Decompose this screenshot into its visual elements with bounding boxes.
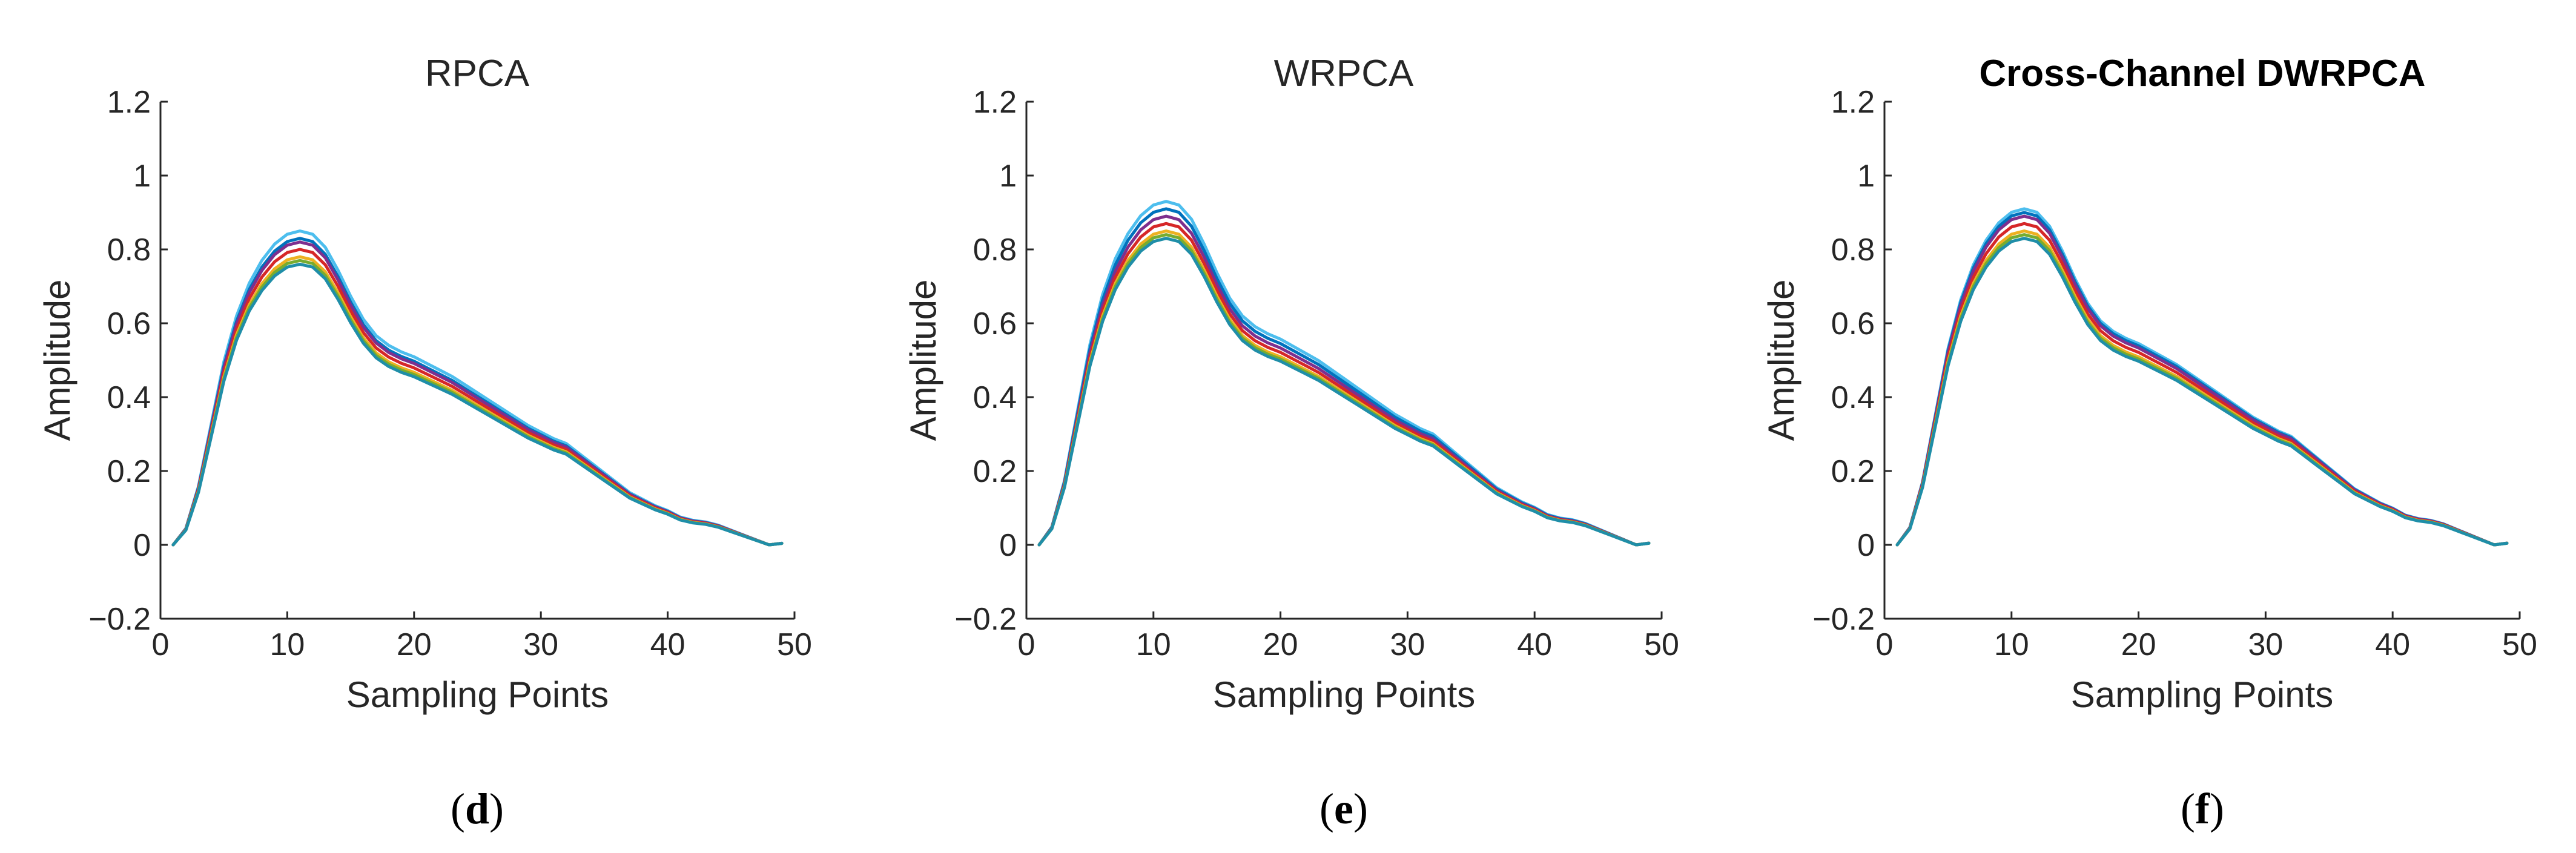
panel-caption: (f): [2181, 785, 2224, 833]
y-tick-label: −0.2: [954, 602, 1017, 637]
y-tick-label: 0.8: [1831, 232, 1875, 268]
series-line-light-blue: [1037, 200, 1651, 547]
y-tick-label: 0.6: [107, 306, 151, 341]
y-tick-label: 1.2: [973, 85, 1017, 120]
y-tick-label: 0: [999, 528, 1017, 563]
x-tick-label: 50: [777, 627, 812, 662]
x-tick-label: 40: [1517, 627, 1552, 662]
y-tick-label: 0.2: [973, 454, 1017, 489]
x-tick-label: 20: [2121, 627, 2156, 662]
y-axis-label: Amplitude: [903, 280, 943, 441]
chart-title: WRPCA: [1274, 53, 1414, 94]
chart-title: Cross-Channel DWRPCA: [1979, 53, 2425, 94]
chart-panel-e: WRPCA−0.200.20.40.60.811.20 10 20 30 40 50Sam…: [903, 53, 1679, 833]
y-tick-label: −0.2: [88, 602, 151, 637]
x-tick-label: 30: [2248, 627, 2283, 662]
x-tick-label: 0: [1018, 627, 1035, 662]
y-tick-label: 1.2: [107, 85, 151, 120]
x-axis-label: Sampling Points: [1213, 674, 1476, 715]
y-tick-label: 0.6: [973, 306, 1017, 341]
y-axis-label: Amplitude: [37, 280, 78, 441]
y-tick-label: 0.8: [107, 232, 151, 268]
x-tick-label: 30: [1390, 627, 1425, 662]
y-axis-label: Amplitude: [1761, 280, 1802, 441]
panel-caption-letter: d: [465, 785, 489, 833]
y-tick-label: 0: [1857, 528, 1875, 563]
y-tick-label: −0.2: [1812, 602, 1875, 637]
y-tick-label: 0.4: [973, 380, 1017, 415]
chart-panel-f: Cross-Channel DWRPCA−0.200.20.40.60.811.…: [1761, 53, 2537, 833]
x-axis-label: Sampling Points: [2071, 674, 2334, 715]
y-tick-label: 1: [1857, 159, 1875, 194]
series-line-teal: [171, 262, 784, 547]
x-tick-label: 30: [523, 627, 558, 662]
x-tick-label: 10: [1994, 627, 2029, 662]
series-line-light-blue: [171, 229, 784, 547]
y-tick-label: 0.2: [107, 454, 151, 489]
y-tick-label: 0.6: [1831, 306, 1875, 341]
y-tick-label: 0.4: [107, 380, 151, 415]
x-tick-label: 20: [1263, 627, 1298, 662]
y-tick-label: 0: [133, 528, 151, 563]
panel-caption: (e): [1319, 785, 1368, 833]
x-tick-label: 10: [1136, 627, 1171, 662]
y-tick-label: 0.4: [1831, 380, 1875, 415]
y-tick-label: 0.2: [1831, 454, 1875, 489]
chart-panel-d: RPCA−0.200.20.40.60.811.20 10 20 30 40 50Samp…: [37, 53, 812, 833]
y-tick-label: 0.8: [973, 232, 1017, 268]
panel-caption-letter: e: [1334, 785, 1353, 833]
y-tick-label: 1: [133, 159, 151, 194]
panel-caption-letter: f: [2195, 785, 2210, 833]
x-tick-label: 40: [2375, 627, 2410, 662]
panel-caption: (d): [451, 785, 504, 833]
chart-title: RPCA: [425, 53, 530, 94]
series-line-teal: [1895, 237, 2509, 547]
y-tick-label: 1.2: [1831, 85, 1875, 120]
x-tick-label: 50: [2502, 627, 2537, 662]
x-tick-label: 50: [1644, 627, 1679, 662]
x-tick-label: 40: [650, 627, 685, 662]
x-axis-label: Sampling Points: [346, 674, 609, 715]
series-line-teal: [1037, 237, 1651, 547]
x-tick-label: 10: [269, 627, 305, 662]
x-tick-label: 0: [152, 627, 170, 662]
x-tick-label: 0: [1876, 627, 1894, 662]
x-tick-label: 20: [397, 627, 432, 662]
y-tick-label: 1: [999, 159, 1017, 194]
